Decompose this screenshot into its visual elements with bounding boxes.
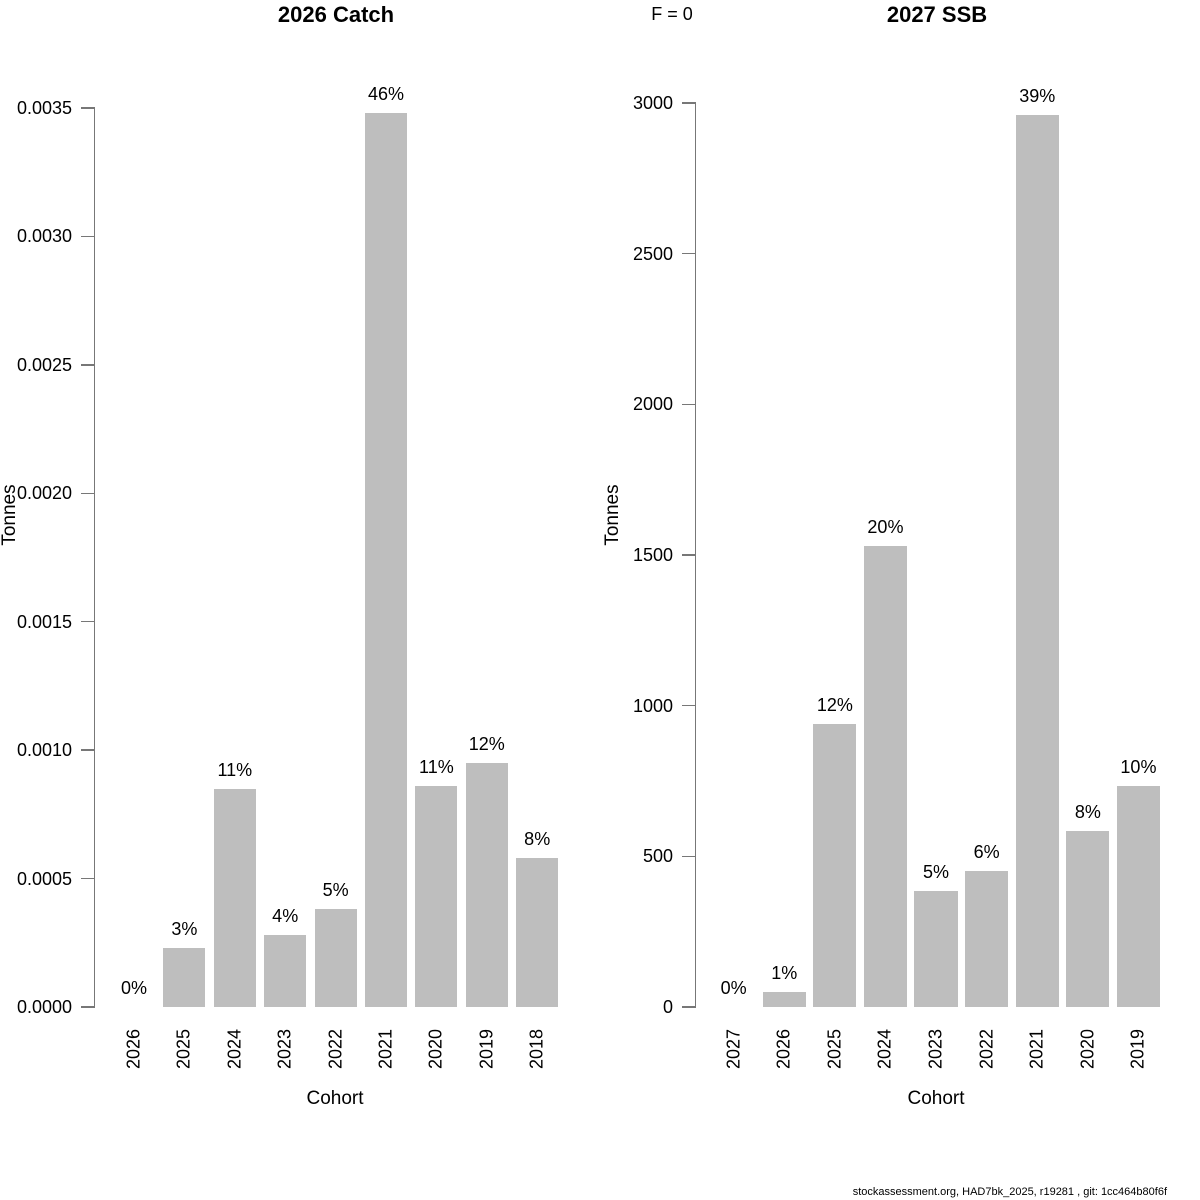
- y-tick: [81, 620, 95, 623]
- y-tick-label: 1000: [632, 695, 673, 716]
- bar-percent-label: 12%: [816, 694, 853, 715]
- y-tick-label: 2000: [632, 394, 673, 415]
- bar: [365, 113, 407, 1007]
- bar-percent-label: 20%: [867, 516, 904, 537]
- y-axis-line: [93, 108, 95, 1008]
- bar: [465, 762, 508, 1007]
- x-tick-label: 2019: [1127, 1028, 1148, 1070]
- left-chart-title: 2026 Catch: [277, 2, 395, 27]
- right-x-axis-label: Cohort: [907, 1088, 965, 1109]
- bar-percent-label: 11%: [419, 757, 454, 778]
- bar-percent-label: 6%: [973, 842, 1000, 863]
- y-tick: [81, 107, 95, 109]
- bar-percent-label: 8%: [1074, 801, 1101, 822]
- x-tick-label: 2022: [976, 1028, 997, 1070]
- bar: [415, 786, 458, 1007]
- bar-percent-label: 1%: [771, 962, 798, 983]
- bar: [863, 545, 908, 1007]
- y-tick: [682, 403, 696, 406]
- y-tick-label: 3000: [632, 93, 673, 113]
- bar: [264, 935, 307, 1007]
- y-tick: [682, 1006, 696, 1008]
- y-tick-label: 0: [662, 997, 673, 1017]
- x-tick-label: 2020: [1077, 1028, 1098, 1070]
- y-tick-label: 0.0010: [16, 740, 72, 761]
- bar-percent-label: 8%: [524, 829, 551, 850]
- y-tick-label: 0.0000: [16, 997, 72, 1017]
- bar-percent-label: 10%: [1120, 756, 1157, 777]
- bar: [965, 871, 1009, 1007]
- y-tick: [81, 235, 95, 238]
- bar-percent-label: 12%: [468, 733, 505, 754]
- bar: [314, 909, 357, 1007]
- bar-percent-label: 5%: [923, 861, 950, 882]
- y-tick: [682, 102, 696, 104]
- bar: [1066, 830, 1110, 1007]
- bar: [1015, 115, 1059, 1007]
- bar-percent-label: 11%: [217, 759, 253, 780]
- bar-percent-label: 0%: [120, 978, 148, 998]
- x-tick-label: 2027: [723, 1028, 744, 1070]
- bar-percent-label: 39%: [1019, 86, 1056, 107]
- y-tick: [682, 704, 696, 707]
- bar: [1116, 785, 1161, 1007]
- y-tick-label: 0.0005: [16, 868, 72, 889]
- x-tick-label: 2025: [824, 1028, 845, 1070]
- x-tick-label: 2024: [874, 1028, 895, 1070]
- y-tick: [81, 877, 95, 880]
- bar: [914, 890, 958, 1007]
- y-tick: [81, 1006, 95, 1008]
- y-tick-label: 2500: [632, 243, 673, 264]
- y-tick-label: 1500: [632, 545, 673, 565]
- y-tick: [682, 554, 696, 556]
- bar: [813, 723, 857, 1007]
- f-annotation: F = 0: [651, 4, 693, 24]
- right-chart-title: 2027 SSB: [886, 2, 988, 27]
- bar: [762, 991, 806, 1007]
- y-tick: [81, 492, 95, 495]
- x-tick-label: 2026: [773, 1028, 794, 1070]
- y-tick: [81, 364, 95, 366]
- y-tick-label: 0.0020: [16, 483, 72, 504]
- bar-percent-label: 5%: [322, 880, 349, 901]
- bar-percent-label: 0%: [720, 978, 747, 998]
- bar: [516, 858, 559, 1007]
- bar: [163, 947, 206, 1007]
- bar: [213, 788, 256, 1007]
- left-x-axis-label: Cohort: [306, 1088, 364, 1109]
- bar-percent-label: 46%: [367, 84, 405, 105]
- x-tick-label: 2023: [925, 1028, 946, 1070]
- bar-percent-label: 3%: [171, 918, 198, 939]
- footer-credit: stockassessment.org, HAD7bk_2025, r19281…: [852, 1186, 1167, 1198]
- y-tick-label: 0.0030: [16, 226, 72, 247]
- y-tick: [81, 749, 95, 751]
- y-tick: [682, 855, 696, 858]
- y-tick-label: 500: [642, 846, 673, 867]
- bar-percent-label: 4%: [272, 906, 299, 927]
- y-tick-label: 0.0035: [16, 98, 72, 118]
- y-tick: [682, 252, 696, 255]
- y-tick-label: 0.0025: [16, 354, 72, 375]
- y-tick-label: 0.0015: [16, 611, 72, 632]
- x-tick-label: 2021: [1026, 1028, 1047, 1070]
